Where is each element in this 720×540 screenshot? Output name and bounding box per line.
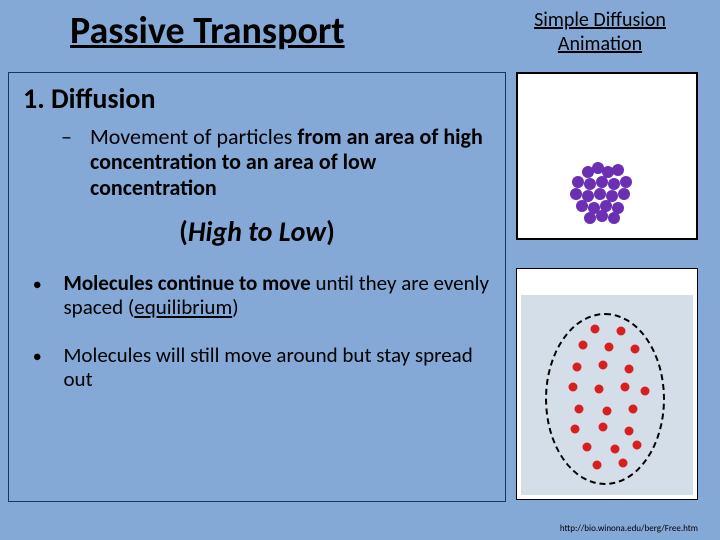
molecule-dot (629, 405, 638, 414)
particle-dot (608, 212, 620, 224)
molecule-dot (575, 405, 584, 414)
molecule-dot (595, 385, 604, 394)
particle-dot (570, 188, 582, 200)
definition-text: Movement of particles from an area of hi… (90, 124, 491, 200)
definition-row: – Movement of particles from an area of … (61, 124, 491, 200)
bullet-1-text: Molecules continue to move until they ar… (63, 271, 491, 319)
particle-dot (612, 164, 624, 176)
animation-link-line1: Simple Diffusion (510, 8, 690, 32)
beaker-diagram (516, 268, 698, 500)
molecule-dot (641, 387, 650, 396)
molecule-dot (591, 325, 600, 334)
molecule-dot (619, 459, 628, 468)
molecule-dot (599, 361, 608, 370)
molecule-dot (593, 461, 602, 470)
molecule-dot (579, 341, 588, 350)
bullet-1-bold: Molecules continue to move (63, 270, 310, 296)
bullet-2-rest: Molecules will still move around but sta… (63, 342, 472, 392)
molecule-dot (621, 383, 630, 392)
beaker-dots-svg (517, 269, 695, 497)
particle-dot (606, 190, 618, 202)
section-heading: 1. Diffusion (23, 81, 491, 116)
molecule-dot (603, 407, 612, 416)
particle-dot (584, 178, 596, 190)
animation-link[interactable]: Simple Diffusion Animation (510, 8, 690, 56)
diffusion-box-diagram (516, 72, 698, 240)
molecule-dot (631, 345, 640, 354)
content-panel: 1. Diffusion – Movement of particles fro… (8, 72, 506, 502)
bullet-icon: ● (33, 271, 41, 319)
particle-dot (608, 178, 620, 190)
paren-close: ) (326, 214, 335, 249)
molecule-dot (569, 383, 578, 392)
paren-open: ( (179, 214, 188, 249)
citation-link[interactable]: http://bio.winona.edu/berg/Free.htm (560, 523, 698, 534)
particle-dot (594, 188, 606, 200)
bullet-1-tail: ) (232, 294, 238, 320)
particle-dot (618, 188, 630, 200)
particle-dot (602, 166, 614, 178)
molecule-dot (583, 443, 592, 452)
equilibrium-word: equilibrium (134, 294, 232, 320)
particle-dot (582, 190, 594, 202)
particle-dot (576, 200, 588, 212)
cluster-svg (518, 74, 696, 238)
definition-pre: Movement of particles (90, 123, 297, 150)
molecule-dot (611, 445, 620, 454)
molecule-dot (625, 365, 634, 374)
molecule-dot (571, 425, 580, 434)
bullet-2-text: Molecules will still move around but sta… (63, 343, 491, 391)
high-to-low-text: High to Low (188, 214, 326, 249)
particle-dot (620, 176, 632, 188)
particle-dot (572, 176, 584, 188)
molecule-dot (573, 363, 582, 372)
page-title: Passive Transport (70, 8, 345, 54)
particle-dot (596, 210, 608, 222)
bullet-1: ● Molecules continue to move until they … (33, 271, 491, 319)
bullet-icon: ● (33, 343, 41, 391)
particle-dot (596, 176, 608, 188)
particle-dot (584, 212, 596, 224)
molecule-dot (617, 327, 626, 336)
molecule-dot (599, 423, 608, 432)
high-to-low: (High to Low) (23, 214, 491, 249)
molecule-dot (625, 427, 634, 436)
animation-link-line2: Animation (510, 32, 690, 56)
molecule-dot (605, 343, 614, 352)
molecule-dot (633, 441, 642, 450)
dash-icon: – (61, 124, 72, 200)
bullet-2: ● Molecules will still move around but s… (33, 343, 491, 391)
